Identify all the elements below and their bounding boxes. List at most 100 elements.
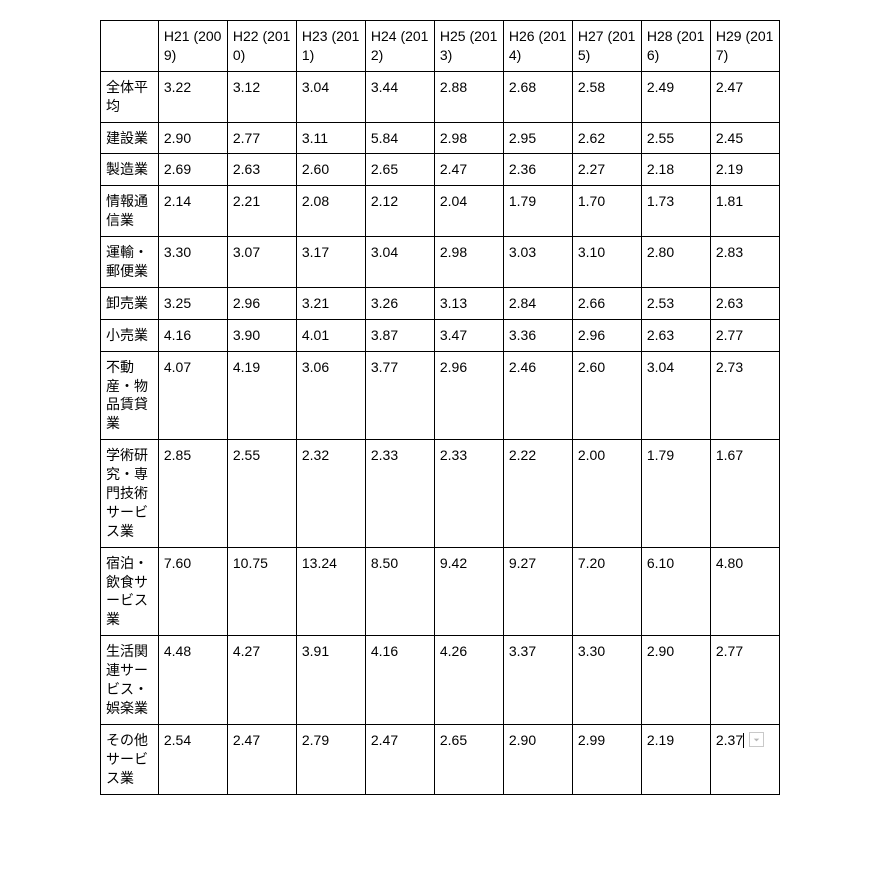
table-cell[interactable]: 2.99 <box>572 724 641 794</box>
table-cell[interactable]: 1.67 <box>710 440 779 547</box>
table-cell[interactable]: 2.80 <box>641 237 710 288</box>
table-cell[interactable]: 2.00 <box>572 440 641 547</box>
table-cell[interactable]: 3.37 <box>503 636 572 725</box>
table-cell[interactable]: 2.90 <box>641 636 710 725</box>
table-cell[interactable]: 3.07 <box>227 237 296 288</box>
table-cell[interactable]: 3.03 <box>503 237 572 288</box>
table-cell[interactable]: 9.27 <box>503 547 572 636</box>
cell-options-button[interactable] <box>749 732 764 747</box>
table-cell[interactable]: 2.90 <box>158 122 227 154</box>
table-cell[interactable]: 1.73 <box>641 186 710 237</box>
table-cell[interactable]: 1.81 <box>710 186 779 237</box>
table-cell[interactable]: 3.47 <box>434 319 503 351</box>
table-cell[interactable]: 2.47 <box>434 154 503 186</box>
table-cell[interactable]: 9.42 <box>434 547 503 636</box>
table-cell[interactable]: 2.65 <box>434 724 503 794</box>
table-cell[interactable]: 13.24 <box>296 547 365 636</box>
table-cell[interactable]: 2.73 <box>710 351 779 440</box>
table-cell[interactable]: 1.79 <box>641 440 710 547</box>
table-cell[interactable]: 2.58 <box>572 71 641 122</box>
table-cell[interactable]: 2.46 <box>503 351 572 440</box>
table-cell[interactable]: 2.68 <box>503 71 572 122</box>
table-cell[interactable]: 3.13 <box>434 287 503 319</box>
table-cell[interactable]: 2.47 <box>365 724 434 794</box>
table-cell[interactable]: 2.53 <box>641 287 710 319</box>
table-cell[interactable]: 2.63 <box>641 319 710 351</box>
table-cell[interactable]: 3.17 <box>296 237 365 288</box>
table-cell[interactable]: 2.33 <box>434 440 503 547</box>
table-cell[interactable]: 3.22 <box>158 71 227 122</box>
table-cell[interactable]: 2.77 <box>710 319 779 351</box>
table-cell[interactable]: 3.30 <box>158 237 227 288</box>
table-cell[interactable]: 2.36 <box>503 154 572 186</box>
table-cell[interactable]: 3.26 <box>365 287 434 319</box>
table-cell[interactable]: 2.77 <box>710 636 779 725</box>
table-cell[interactable]: 2.96 <box>572 319 641 351</box>
table-cell[interactable]: 7.20 <box>572 547 641 636</box>
table-cell[interactable]: 4.27 <box>227 636 296 725</box>
table-cell[interactable]: 4.19 <box>227 351 296 440</box>
table-cell[interactable]: 2.98 <box>434 122 503 154</box>
table-cell[interactable]: 3.30 <box>572 636 641 725</box>
table-cell[interactable]: 2.63 <box>710 287 779 319</box>
table-cell[interactable]: 3.91 <box>296 636 365 725</box>
table-cell[interactable]: 2.32 <box>296 440 365 547</box>
table-cell[interactable]: 7.60 <box>158 547 227 636</box>
table-cell[interactable]: 3.77 <box>365 351 434 440</box>
table-cell[interactable]: 6.10 <box>641 547 710 636</box>
table-cell[interactable]: 8.50 <box>365 547 434 636</box>
table-cell[interactable]: 2.85 <box>158 440 227 547</box>
table-cell[interactable]: 3.11 <box>296 122 365 154</box>
table-cell[interactable]: 4.07 <box>158 351 227 440</box>
table-cell[interactable]: 2.22 <box>503 440 572 547</box>
table-cell[interactable]: 2.77 <box>227 122 296 154</box>
table-cell[interactable]: 2.90 <box>503 724 572 794</box>
table-cell[interactable]: 2.19 <box>710 154 779 186</box>
table-cell[interactable]: 2.65 <box>365 154 434 186</box>
table-cell[interactable]: 4.16 <box>158 319 227 351</box>
table-cell[interactable]: 4.80 <box>710 547 779 636</box>
table-cell[interactable]: 3.90 <box>227 319 296 351</box>
table-cell[interactable]: 2.49 <box>641 71 710 122</box>
table-cell[interactable]: 2.45 <box>710 122 779 154</box>
table-cell[interactable]: 3.36 <box>503 319 572 351</box>
table-cell[interactable]: 3.44 <box>365 71 434 122</box>
table-cell[interactable]: 5.84 <box>365 122 434 154</box>
table-cell[interactable]: 2.08 <box>296 186 365 237</box>
table-cell[interactable]: 2.33 <box>365 440 434 547</box>
table-cell[interactable]: 3.25 <box>158 287 227 319</box>
table-cell[interactable]: 1.70 <box>572 186 641 237</box>
table-cell[interactable]: 3.04 <box>641 351 710 440</box>
table-cell[interactable]: 2.83 <box>710 237 779 288</box>
table-cell[interactable]: 2.88 <box>434 71 503 122</box>
table-cell[interactable]: 2.60 <box>572 351 641 440</box>
table-cell[interactable]: 2.21 <box>227 186 296 237</box>
table-cell[interactable]: 2.62 <box>572 122 641 154</box>
table-cell[interactable]: 4.48 <box>158 636 227 725</box>
table-cell[interactable]: 2.55 <box>641 122 710 154</box>
table-cell[interactable]: 3.21 <box>296 287 365 319</box>
table-cell[interactable]: 2.96 <box>434 351 503 440</box>
table-cell[interactable]: 3.10 <box>572 237 641 288</box>
table-cell[interactable]: 2.04 <box>434 186 503 237</box>
table-cell[interactable]: 3.04 <box>365 237 434 288</box>
table-cell[interactable]: 2.69 <box>158 154 227 186</box>
table-cell[interactable]: 2.96 <box>227 287 296 319</box>
table-cell[interactable]: 2.27 <box>572 154 641 186</box>
table-cell[interactable]: 10.75 <box>227 547 296 636</box>
table-cell[interactable]: 2.98 <box>434 237 503 288</box>
table-cell[interactable]: 2.63 <box>227 154 296 186</box>
table-cell[interactable]: 2.79 <box>296 724 365 794</box>
table-cell[interactable]: 2.12 <box>365 186 434 237</box>
table-cell[interactable]: 2.55 <box>227 440 296 547</box>
table-cell[interactable]: 3.12 <box>227 71 296 122</box>
table-cell[interactable]: 2.84 <box>503 287 572 319</box>
table-cell[interactable]: 3.04 <box>296 71 365 122</box>
table-cell[interactable]: 2.18 <box>641 154 710 186</box>
table-cell[interactable]: 3.06 <box>296 351 365 440</box>
table-cell[interactable]: 2.47 <box>710 71 779 122</box>
table-cell[interactable]: 2.19 <box>641 724 710 794</box>
table-cell[interactable]: 1.79 <box>503 186 572 237</box>
table-cell[interactable]: 2.66 <box>572 287 641 319</box>
table-cell[interactable]: 3.87 <box>365 319 434 351</box>
